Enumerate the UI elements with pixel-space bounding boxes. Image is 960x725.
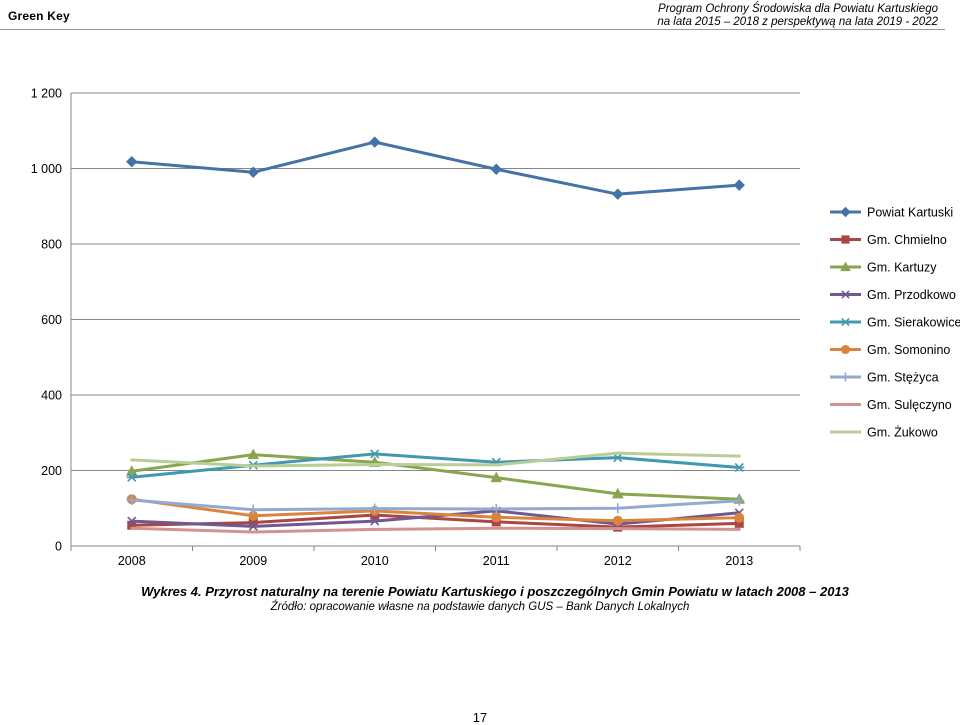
series-line [130,513,741,529]
triangle-marker [247,448,260,460]
series-group [130,526,741,534]
legend-label: Gm. Sulęczyno [867,398,952,412]
plus-marker [491,504,502,515]
page-number: 17 [472,710,488,725]
legend-item: Gm. Przodkowo [830,288,956,302]
chart-caption: Wykres 4. Przyrost naturalny na terenie … [141,584,849,599]
triangle-marker [490,471,503,483]
y-tick-label: 600 [41,313,62,327]
diamond-marker [612,188,624,200]
legend-item: Powiat Kartuski [830,206,953,220]
x-marker [127,516,137,526]
plus-marker [612,503,623,514]
star-marker [841,317,850,327]
diamond-marker [126,155,138,168]
legend-label: Gm. Żukowo [867,426,938,440]
series-line [130,498,741,512]
legend-label: Powiat Kartuski [867,206,953,220]
y-tick-label: 400 [41,389,62,403]
series-line [130,497,741,523]
brand-name: Green Key [8,9,70,23]
diamond-marker [247,166,259,178]
circle-marker [612,515,623,526]
legend-item: Gm. Somonino [830,343,950,357]
star-marker [126,472,137,482]
series-line [130,452,741,479]
header-divider [0,29,945,30]
plus-marker [248,504,259,515]
legend-label: Gm. Chmielno [867,233,947,247]
triangle-marker [125,465,138,476]
diamond-marker [490,163,502,175]
chart-source: Źródło: opracowanie własne na podstawie … [270,601,690,613]
x-marker [841,290,850,299]
series-group [126,449,745,482]
plus-marker [841,372,850,382]
series-line [130,526,741,534]
legend-label: Gm. Somonino [867,343,950,357]
series-group [130,451,741,468]
x-tick-label: 2013 [725,554,753,568]
series-line [130,140,741,196]
plus-marker [734,495,745,506]
circle-marker [734,512,745,523]
series-line [130,451,741,468]
plus-marker [126,494,137,505]
legend-item: Gm. Chmielno [830,233,947,247]
legend-item: Gm. Żukowo [830,426,938,440]
y-tick-label: 1 200 [31,87,62,101]
star-marker [612,453,623,463]
legend-item: Gm. Stężyca [830,371,939,385]
document-title-line-1: Program Ochrony Środowiska dla Powiatu K… [658,3,938,15]
legend-label: Gm. Przodkowo [867,288,956,302]
y-tick-label: 800 [41,238,62,252]
legend-item: Gm. Sierakowice [830,316,960,330]
x-tick-label: 2012 [604,554,632,568]
x-marker [370,516,380,526]
document-title-line-2: na lata 2015 – 2018 z perspektywą na lat… [657,16,938,28]
triangle-marker [840,261,851,272]
circle-marker [840,344,851,355]
legend-label: Gm. Kartuzy [867,261,937,275]
line-chart: 0 200 400 600 800 1 000 1 200 2008 2009 2010 2011 2… [31,87,960,569]
legend-label: Gm. Sierakowice [867,316,960,330]
diamond-marker [840,206,851,218]
legend-label: Gm. Stężyca [867,371,939,385]
x-tick-label: 2009 [239,554,267,568]
legend-item: Gm. Sulęczyno [830,398,952,412]
document-title: Program Ochrony Środowiska dla Powiatu K… [657,3,938,29]
square-marker [841,235,850,244]
y-tick-label: 1 000 [31,162,62,176]
y-tick-label: 200 [41,464,62,478]
x-tick-label: 2010 [361,554,389,568]
star-marker [369,449,380,459]
series-line [130,453,741,501]
page-header: Green Key Program Ochrony Środowiska dla… [0,0,960,32]
diamond-marker [733,179,745,191]
x-tick-label: 2011 [483,554,510,568]
y-tick-label: 0 [55,540,62,554]
triangle-marker [611,487,624,499]
x-marker [248,521,258,531]
circle-marker [491,512,502,523]
star-marker [734,462,745,473]
plus-marker [369,503,380,514]
series-line [130,509,741,528]
x-tick-label: 2008 [118,554,146,568]
diamond-marker [369,136,381,148]
legend-item: Gm. Kartuzy [830,261,937,275]
series-group [126,136,745,200]
series-group [126,494,745,515]
